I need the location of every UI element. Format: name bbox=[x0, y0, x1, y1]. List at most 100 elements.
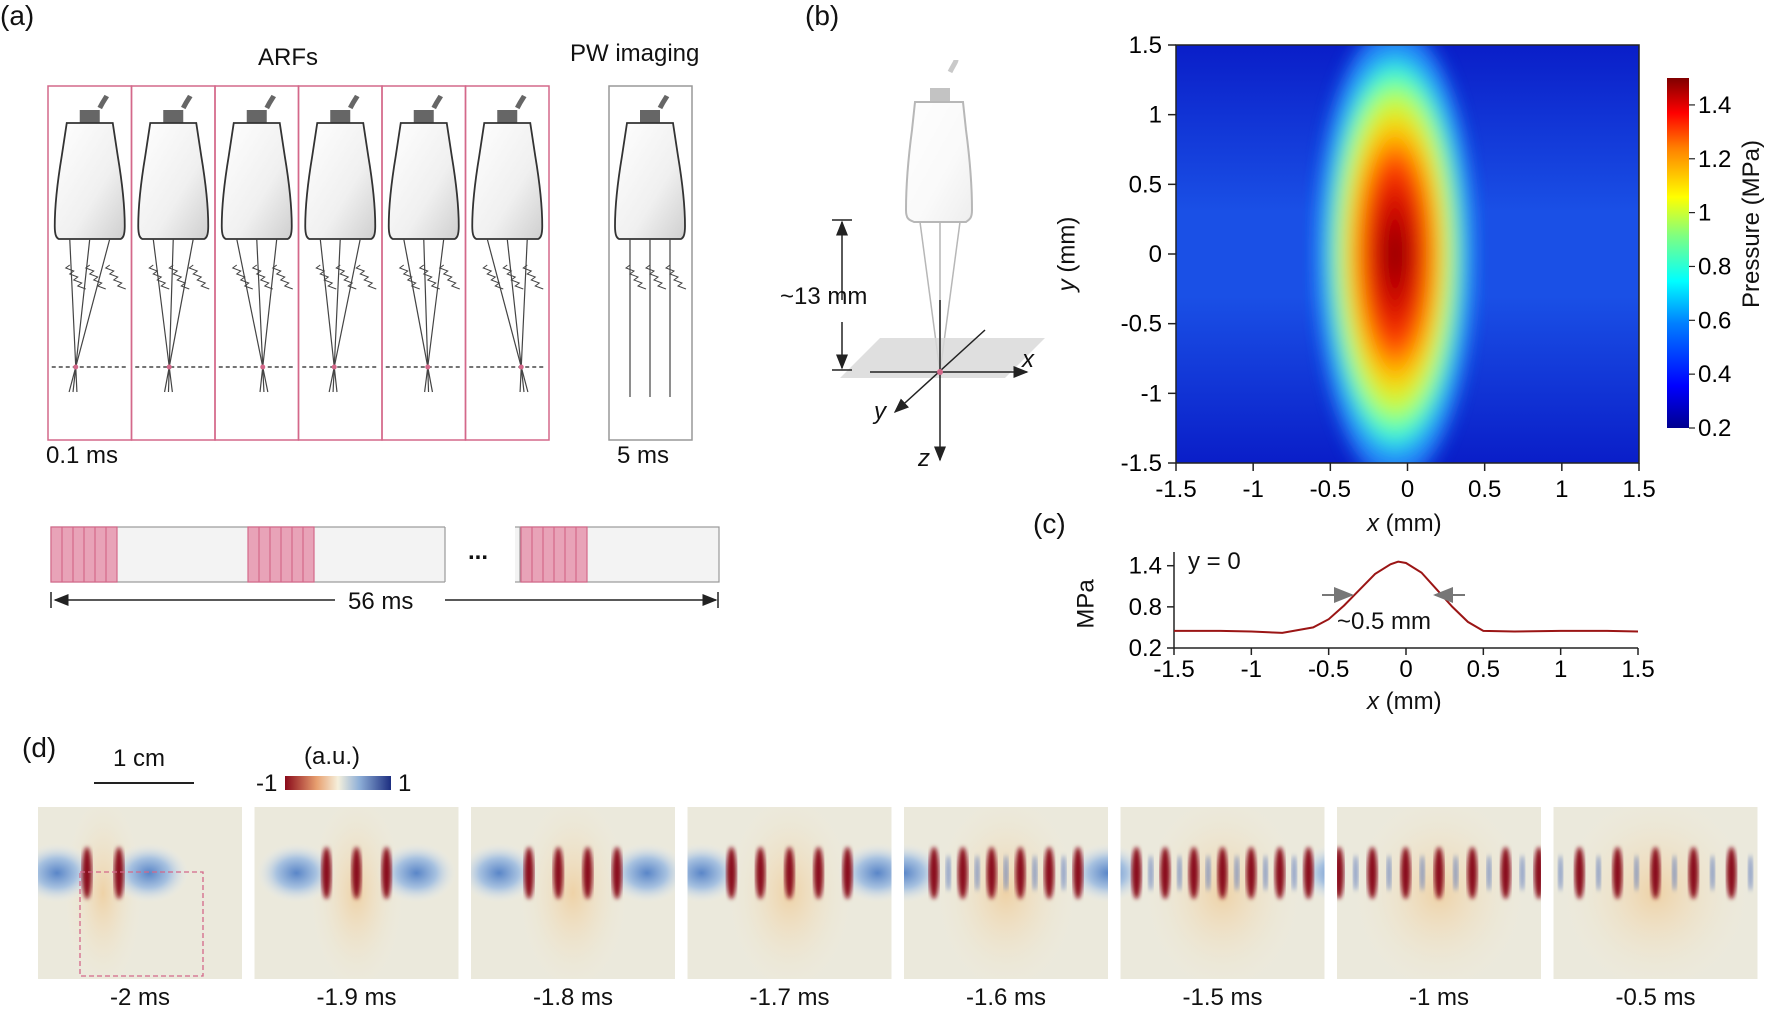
focal-point bbox=[260, 364, 266, 370]
arf-label: ARFs bbox=[258, 44, 318, 71]
wave-trough bbox=[1453, 855, 1459, 891]
wave-trough bbox=[1177, 855, 1182, 891]
delay-zigzag bbox=[502, 264, 524, 290]
wave-trough bbox=[1710, 855, 1715, 891]
wave-band bbox=[582, 847, 593, 899]
wave-band bbox=[114, 847, 124, 899]
wave-trough bbox=[1353, 855, 1359, 891]
blue-lobe-right bbox=[109, 843, 189, 903]
ultrasound-probe bbox=[469, 94, 546, 393]
colorbar-tick-label: 0.8 bbox=[1698, 253, 1731, 280]
heatmap-xlabel-unit: (mm) bbox=[1385, 510, 1442, 537]
wave-band bbox=[1534, 847, 1541, 899]
wave-band bbox=[1044, 847, 1055, 899]
heatmap-xtick-label: 0 bbox=[1401, 476, 1414, 503]
period-label: 56 ms bbox=[348, 588, 414, 615]
wave-band bbox=[1337, 847, 1344, 899]
roi-box bbox=[79, 871, 204, 977]
frame-time-label: -1.9 ms bbox=[316, 984, 397, 1011]
wave-band bbox=[842, 847, 853, 899]
probe-cap bbox=[497, 110, 518, 123]
wave-band bbox=[1246, 847, 1257, 899]
delay-zigzag bbox=[418, 264, 440, 290]
delay-zigzag bbox=[335, 264, 357, 290]
panel-b-letter: (b) bbox=[805, 0, 840, 31]
profile-annotation: y = 0 bbox=[1188, 548, 1241, 575]
delay-zigzag bbox=[315, 264, 337, 290]
wave-trough bbox=[1634, 855, 1639, 891]
diverging-colorbar bbox=[285, 776, 391, 790]
heatmap-xtick-label: 1.5 bbox=[1622, 476, 1655, 503]
axis-x-label: x bbox=[1022, 346, 1034, 373]
pressure-colorbar bbox=[1667, 78, 1689, 428]
wave-frame bbox=[687, 807, 892, 979]
delay-zigzag bbox=[188, 264, 210, 290]
frame-time-label: -1.8 ms bbox=[532, 984, 613, 1011]
wave-band bbox=[1688, 847, 1699, 899]
ultrasound-probe bbox=[302, 94, 379, 393]
wave-trough bbox=[1519, 855, 1525, 891]
pw-duration-label: 5 ms bbox=[617, 442, 670, 469]
pw-frame bbox=[608, 85, 693, 441]
wave-band bbox=[1160, 847, 1171, 899]
panel-d-letter: (d) bbox=[22, 732, 57, 763]
heatmap-ytick-label: -1.5 bbox=[1121, 450, 1162, 477]
wave-trough bbox=[1558, 855, 1563, 891]
wave-trough bbox=[1748, 855, 1753, 891]
ultrasound-probe bbox=[51, 94, 128, 393]
wave-band bbox=[986, 847, 997, 899]
probe-body bbox=[471, 122, 544, 240]
panel-c-letter: (c) bbox=[1033, 508, 1066, 539]
blue-lobe-left bbox=[256, 843, 337, 903]
heatmap-ytick-label: 0.5 bbox=[1129, 171, 1162, 198]
wave-band bbox=[524, 847, 534, 899]
profile-ytick-label: 0.8 bbox=[1129, 594, 1162, 621]
arf-duration-label: 0.1 ms bbox=[46, 442, 119, 469]
heatmap-xtick-label: -1.5 bbox=[1155, 476, 1196, 503]
profile-xtick-label: -0.5 bbox=[1308, 656, 1349, 683]
heatmap-hotspot bbox=[1317, 45, 1474, 463]
frame-time-label: -1 ms bbox=[1409, 984, 1469, 1011]
delay-zigzag bbox=[251, 264, 273, 290]
probe-cable bbox=[264, 94, 276, 110]
wave-band bbox=[1188, 847, 1199, 899]
fwhm-label: ~0.5 mm bbox=[1337, 608, 1432, 635]
wave-trough bbox=[1291, 855, 1297, 891]
probe-body bbox=[304, 122, 377, 240]
probe-body bbox=[53, 122, 126, 240]
delay-zigzag bbox=[84, 264, 106, 290]
ultrasound-probe bbox=[135, 94, 212, 393]
frame-time-label: -1.6 ms bbox=[965, 984, 1046, 1011]
probe-3d bbox=[904, 59, 974, 373]
wave-band bbox=[1765, 847, 1773, 899]
ultrasound-probe bbox=[385, 94, 462, 393]
timing-bar-gap bbox=[445, 527, 515, 582]
heatmap-xlabel: x (mm) bbox=[1367, 510, 1442, 538]
wave-trough bbox=[1061, 855, 1067, 891]
axis-y-label: y bbox=[874, 398, 886, 425]
heatmap-ytick-label: -0.5 bbox=[1121, 311, 1162, 338]
colorbar-max-label: 1 bbox=[398, 770, 412, 797]
wave-band bbox=[1217, 847, 1228, 899]
profile-xtick-label: 1 bbox=[1554, 656, 1567, 683]
wave-band bbox=[784, 847, 795, 899]
axis-z-label: z bbox=[918, 445, 930, 472]
pressure-profile-chart: -1.5 -1 -0.5 0 0.5 1 1.5 1.4 0.8 0.2 bbox=[1129, 552, 1655, 683]
wave-trough bbox=[1003, 855, 1009, 891]
pw-imaging-label: PW imaging bbox=[570, 40, 700, 67]
wave-frame bbox=[904, 807, 1108, 979]
heatmap-xtick-label: 0.5 bbox=[1468, 476, 1501, 503]
arf-frame bbox=[464, 85, 550, 441]
probe-cap bbox=[413, 110, 434, 123]
ultrasound-probe bbox=[614, 94, 687, 397]
profile-xlabel-var: x bbox=[1367, 688, 1379, 715]
warm-glow bbox=[63, 807, 143, 979]
pressure-heatmap-chart: -1.5 -1 -0.5 0 0.5 1 1.5 1.5 1 0.5 0 -0.5 -1 -1.5 1.… bbox=[1121, 32, 1732, 503]
delay-zigzag bbox=[271, 264, 293, 290]
delay-zigzag bbox=[148, 264, 170, 290]
frame-time-label: -1.5 ms bbox=[1182, 984, 1263, 1011]
probe-cap bbox=[79, 110, 100, 123]
delay-zigzag bbox=[664, 264, 687, 290]
probe-cable bbox=[431, 94, 443, 110]
